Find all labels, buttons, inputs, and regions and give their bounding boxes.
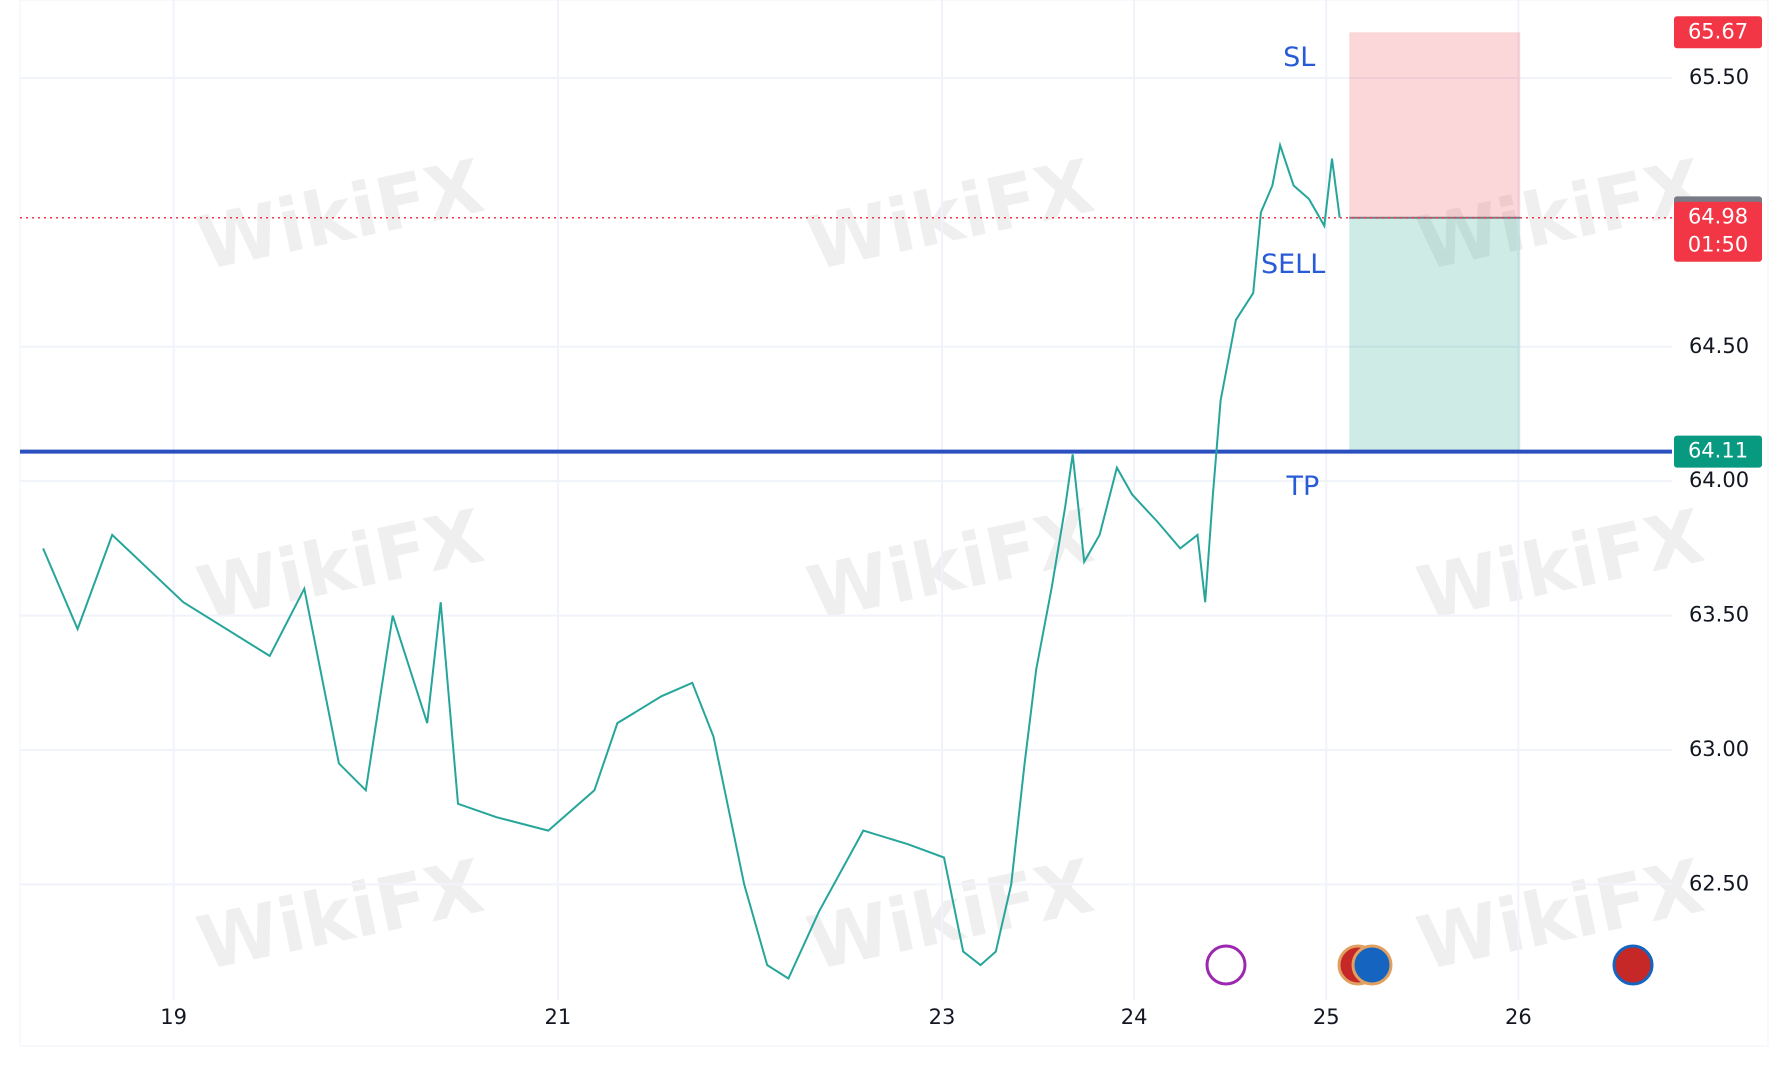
price-line: [42, 141, 1341, 980]
y-tick-label: 62.50: [1689, 871, 1749, 895]
price-badge-label: 64.98: [1688, 205, 1748, 229]
price-badge: [1674, 16, 1762, 49]
y-tick-label: 65.50: [1689, 65, 1749, 89]
x-tick-label: 25: [1313, 1005, 1340, 1029]
y-tick-label: 63.50: [1689, 603, 1749, 627]
y-tick-label: 63.00: [1689, 737, 1749, 761]
x-tick-label: 26: [1505, 1005, 1532, 1029]
x-tick-label: 19: [160, 1005, 187, 1029]
event-icon[interactable]: [1205, 944, 1247, 986]
x-tick-label: 21: [544, 1005, 571, 1029]
y-tick-label: 64.50: [1689, 334, 1749, 358]
flag-icon[interactable]: [1351, 944, 1393, 986]
plot-area: [19, 0, 1769, 1047]
entry-label: SELL: [1261, 249, 1325, 280]
price-badge-label: 65.67: [1688, 19, 1748, 43]
price-badge-label: 64.11: [1688, 439, 1748, 463]
x-tick-label: 23: [929, 1005, 956, 1029]
target-zone: [1349, 217, 1521, 452]
stop-zone: [1349, 32, 1521, 218]
price-badge: [1674, 201, 1762, 262]
flag-icon[interactable]: [1612, 944, 1654, 986]
target-label: TP: [1286, 471, 1320, 502]
stop-label: SL: [1283, 42, 1315, 73]
price-badge: [1674, 435, 1762, 468]
y-tick-label: 64.00: [1689, 468, 1749, 492]
countdown: 01:50: [1688, 233, 1749, 257]
x-tick-label: 24: [1121, 1005, 1148, 1029]
